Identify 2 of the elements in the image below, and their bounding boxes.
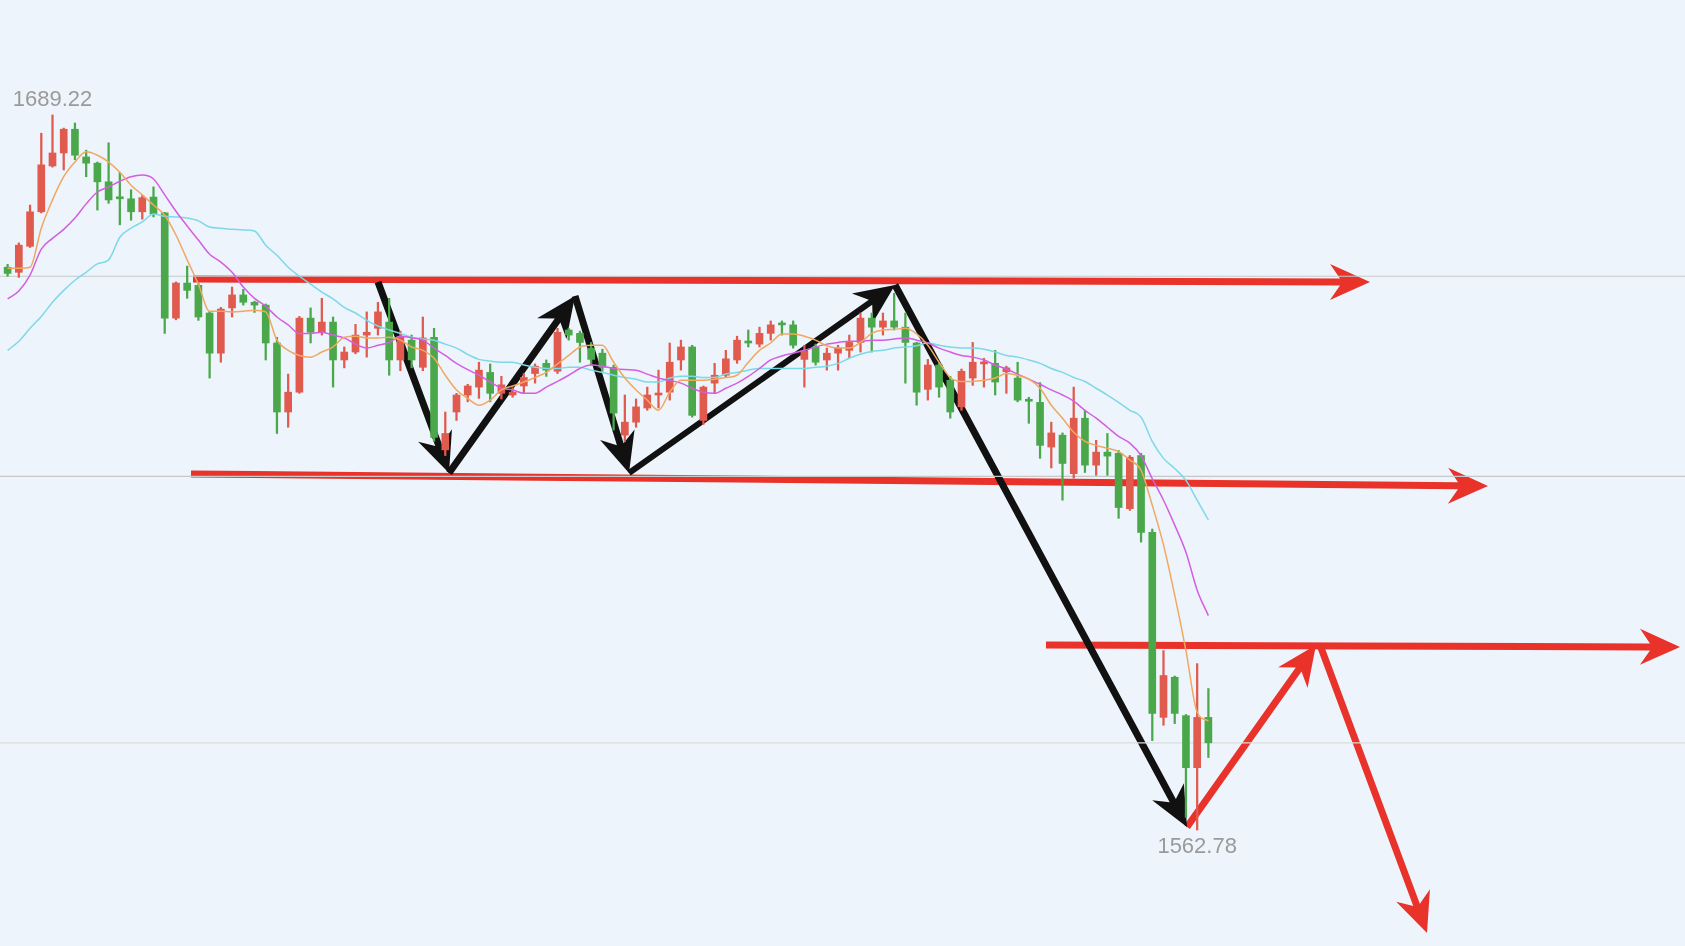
annotation: 1689.22 xyxy=(12,86,93,112)
annotation: 1562.78 xyxy=(1157,833,1237,859)
